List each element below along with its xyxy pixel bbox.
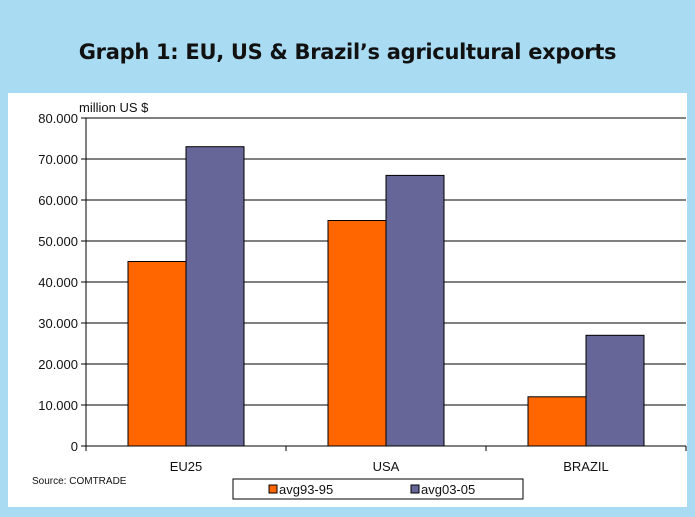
y-axis-ticks: 0 10.000 20.000 30.000 40.000 50.000 60.000 70.…	[38, 111, 86, 454]
axes	[85, 118, 686, 447]
x-tick-label: EU25	[170, 459, 203, 474]
y-tick-label: 70.000	[38, 152, 78, 167]
bar-avg03-05-eu25	[185, 146, 245, 447]
legend-swatch	[410, 484, 420, 494]
legend-label: avg03-05	[421, 482, 475, 497]
y-axis-label: million US $	[79, 100, 149, 115]
bar-avg93-95-eu25	[127, 261, 187, 447]
y-tick-label: 10.000	[38, 398, 78, 413]
bar-avg93-95-usa	[327, 220, 387, 447]
y-tick-label: 80.000	[38, 111, 78, 126]
bar-avg03-05-usa	[385, 174, 445, 447]
x-tick-label: BRAZIL	[563, 459, 609, 474]
y-tick-label: 30.000	[38, 316, 78, 331]
legend: avg93-95 avg03-05	[232, 478, 524, 500]
legend-box	[232, 478, 524, 500]
y-tick-label: 0	[71, 439, 78, 454]
y-tick-label: 40.000	[38, 275, 78, 290]
x-axis-ticks: EU25 USA BRAZIL	[85, 446, 687, 474]
legend-swatch	[268, 484, 278, 494]
bars	[127, 146, 645, 447]
legend-label: avg93-95	[279, 482, 333, 497]
x-tick-label: USA	[373, 459, 400, 474]
y-tick-label: 20.000	[38, 357, 78, 372]
chart-title: Graph 1: EU, US & Brazil’s agricultural …	[78, 40, 617, 64]
y-tick-label: 50.000	[38, 234, 78, 249]
y-tick-label: 60.000	[38, 193, 78, 208]
bar-avg03-05-brazil	[585, 334, 645, 447]
source-note: Source: COMTRADE	[32, 476, 127, 487]
bar-avg93-95-brazil	[527, 396, 587, 447]
